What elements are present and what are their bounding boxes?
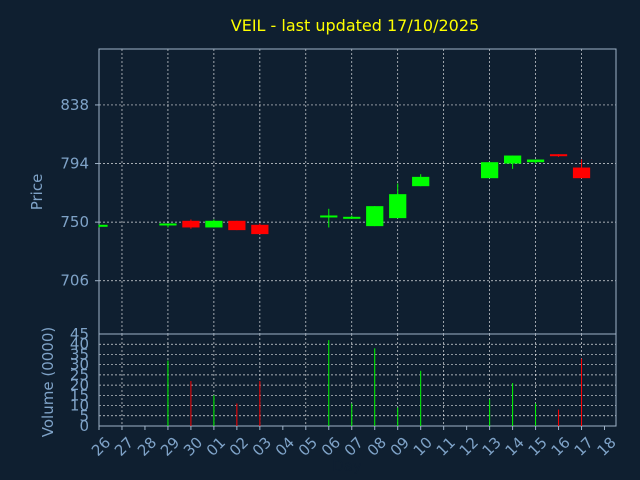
volume-tick-label: 45: [70, 325, 89, 343]
volume-bars: [167, 340, 583, 426]
candle-body: [412, 176, 430, 187]
candle-body: [228, 220, 246, 231]
candle-body: [205, 220, 223, 228]
volume-tick-label: 15: [70, 386, 89, 404]
candle-body: [366, 206, 384, 227]
candle-body: [320, 215, 338, 218]
price-tick-label: 794: [60, 155, 89, 173]
candle-body: [503, 155, 522, 164]
candle-body: [481, 162, 499, 179]
candle-body: [99, 224, 108, 227]
volume-tick-label: 40: [70, 335, 89, 353]
candle-body: [251, 224, 269, 235]
volume-tick-label: 5: [79, 407, 89, 425]
x-tick-label: 18: [594, 434, 620, 460]
price-y-ticks: 706 750 794 838: [60, 96, 99, 290]
volume-tick-label: 30: [70, 356, 89, 374]
price-grid: [99, 49, 616, 334]
candle-body: [159, 223, 177, 226]
candle-body: [526, 159, 545, 163]
candle-body: [182, 220, 200, 228]
volume-tick-label: 35: [70, 345, 89, 363]
volume-grid: [99, 334, 616, 426]
price-axis-label: Price: [28, 174, 46, 211]
price-panel-frame: [98, 48, 617, 335]
volume-tick-label: 10: [70, 397, 89, 415]
volume-tick-label: 0: [79, 417, 89, 435]
price-tick-label: 750: [60, 213, 89, 231]
x-ticks: 2627282930010203040506070809101112131415…: [88, 426, 620, 460]
volume-panel-frame: [98, 333, 617, 427]
candle-body: [389, 194, 407, 219]
volume-tick-label: 20: [70, 376, 89, 394]
price-tick-label: 706: [60, 272, 89, 290]
price-tick-label: 838: [60, 96, 89, 114]
chart-title: VEIL - last updated 17/10/2025: [231, 16, 479, 35]
volume-tick-label: 25: [70, 366, 89, 384]
candle-body: [549, 154, 568, 157]
candle-body: [572, 167, 591, 179]
x-axis-label: Day: [332, 457, 362, 475]
candles: [98, 154, 591, 235]
candle-body: [343, 216, 361, 219]
volume-axis-label: Volume (0000): [39, 327, 57, 437]
